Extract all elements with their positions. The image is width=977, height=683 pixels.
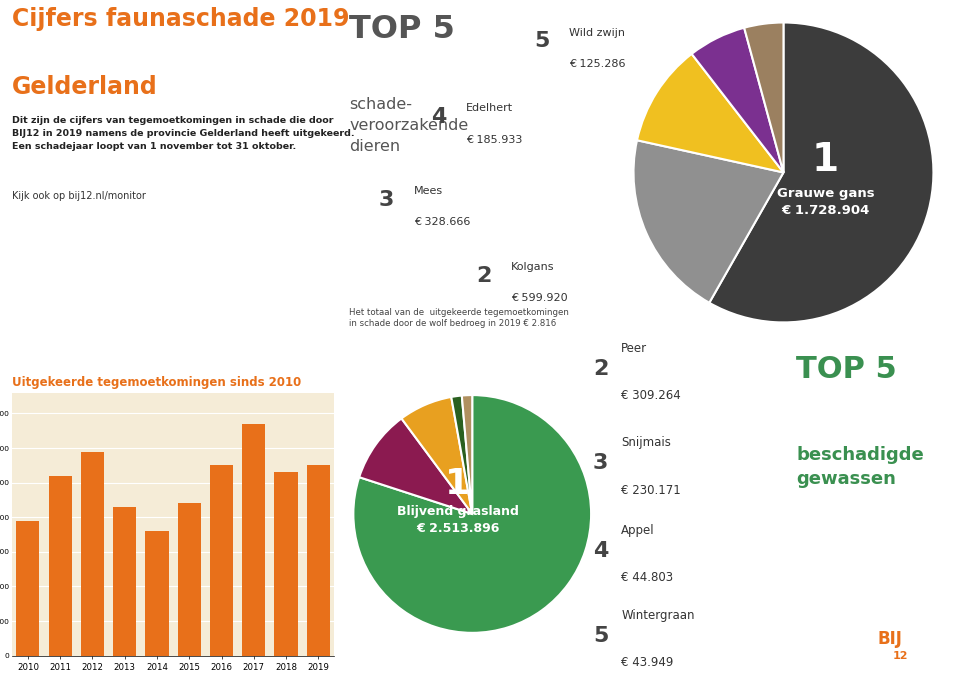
Text: BIJ: BIJ [876,630,902,648]
Bar [178,503,200,656]
Text: Edelhert: Edelhert [465,104,512,113]
Text: Wintergraan: Wintergraan [620,609,695,622]
Bar [210,465,233,656]
Text: € 3.296.555: € 3.296.555 [30,315,188,339]
Text: € 125.286: € 125.286 [569,59,625,68]
Text: Wild zwijn: Wild zwijn [569,27,625,38]
Bar [242,424,265,656]
Wedge shape [708,23,932,322]
Wedge shape [401,397,472,514]
Wedge shape [636,54,783,172]
Bar [275,473,297,656]
Text: € 230.171: € 230.171 [620,484,680,497]
Bar [146,531,168,656]
Bar [49,476,71,656]
Wedge shape [353,395,590,633]
Text: 5: 5 [592,626,608,645]
Text: Gelderland: Gelderland [12,75,157,99]
Wedge shape [450,395,472,514]
Text: TOP 5: TOP 5 [349,14,454,45]
Bar [113,507,136,656]
Text: € 185.933: € 185.933 [465,135,522,145]
Bar [17,520,39,656]
Text: Blijvend grasland
€ 2.513.896: Blijvend grasland € 2.513.896 [397,505,519,535]
Text: Kijk ook op bij12.nl/monitor: Kijk ook op bij12.nl/monitor [12,191,146,201]
Wedge shape [461,395,472,514]
Wedge shape [633,140,783,303]
Text: Peer: Peer [620,342,647,354]
Text: Uitgekeerde tegemoetkomingen sinds 2010: Uitgekeerde tegemoetkomingen sinds 2010 [12,376,301,389]
Wedge shape [691,28,783,172]
Bar [861,605,970,680]
Text: € 599.920: € 599.920 [511,293,568,303]
Text: € 328.666: € 328.666 [413,217,470,227]
Text: € 44.803: € 44.803 [620,572,673,585]
Text: Kolgans: Kolgans [511,262,554,272]
Text: 1: 1 [445,467,470,501]
Text: Dit zijn de cijfers van tegemoetkomingen in schade die door
BIJ12 in 2019 namens: Dit zijn de cijfers van tegemoetkomingen… [12,116,354,151]
Text: Grauwe gans
€ 1.728.904: Grauwe gans € 1.728.904 [776,187,873,217]
Bar [307,465,329,656]
Text: 2: 2 [592,359,608,378]
Text: 2: 2 [476,266,491,286]
Text: Snijmais: Snijmais [620,436,670,449]
Text: Het totaal van de  uitgekeerde tegemoetkomingen
in schade door de wolf bedroeg i: Het totaal van de uitgekeerde tegemoetko… [349,308,569,328]
Text: 3: 3 [592,454,608,473]
Text: 3: 3 [379,190,394,210]
Text: schade-
veroorzakende
dieren: schade- veroorzakende dieren [349,96,468,154]
Text: Cijfers faunaschade 2019: Cijfers faunaschade 2019 [12,7,349,31]
Text: Mees: Mees [413,186,443,196]
Text: € 43.949: € 43.949 [620,656,673,669]
Text: 4: 4 [431,107,446,127]
Wedge shape [743,23,783,172]
Text: Appel: Appel [620,524,655,537]
Text: 4: 4 [592,541,608,561]
Text: Uitgekeerde tegemoetkomingen
in 2019 door de provincie
Gelderland:: Uitgekeerde tegemoetkomingen in 2019 doo… [30,221,244,273]
Text: € 309.264: € 309.264 [620,389,680,402]
Text: beschadigde
gewassen: beschadigde gewassen [795,447,923,488]
Text: TOP 5: TOP 5 [795,355,896,384]
Text: 5: 5 [534,31,549,51]
Text: 1: 1 [811,141,838,180]
Wedge shape [359,419,472,514]
Text: 12: 12 [891,651,907,661]
Bar [81,451,104,656]
